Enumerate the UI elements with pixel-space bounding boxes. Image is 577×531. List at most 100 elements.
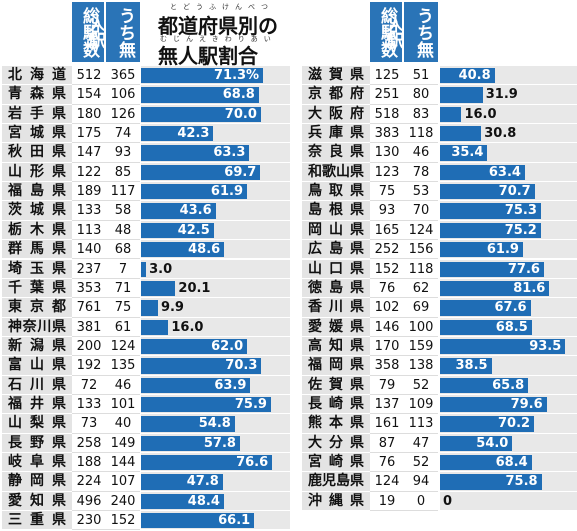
unmanned-cell: 118 [404, 124, 438, 144]
category-label: 奈良県 [302, 143, 370, 163]
unmanned-cell: 80 [404, 85, 438, 105]
value-label: 66.1 [218, 513, 251, 529]
category-label: 秋田県 [2, 143, 72, 163]
bar [440, 377, 529, 393]
bar [440, 416, 535, 432]
category-label: 山梨県 [2, 414, 72, 434]
value-label: 48.6 [188, 242, 221, 258]
unmanned-cell: 75 [106, 298, 140, 318]
category-label: 大分県 [302, 433, 370, 453]
bar [141, 300, 158, 316]
value-label: 68.4 [495, 455, 528, 470]
category-label: 山形県 [2, 162, 72, 183]
category-label: 神奈川県 [2, 317, 72, 337]
unmanned-cell: 124 [404, 221, 438, 241]
total-cell: 79 [370, 376, 404, 395]
category-label: 香川県 [302, 298, 370, 318]
bar [141, 261, 147, 277]
value-label: 63.4 [488, 164, 521, 180]
category-label: 福井県 [2, 394, 72, 415]
bar [141, 280, 176, 297]
bar [141, 242, 225, 258]
total-cell: 230 [72, 511, 106, 531]
value-label: 77.6 [507, 261, 540, 277]
total-cell: 130 [370, 143, 404, 163]
value-label: 9.9 [160, 300, 184, 316]
unmanned-cell: 156 [404, 240, 438, 260]
bar [141, 87, 259, 103]
value-label: 76.6 [236, 455, 269, 470]
value-label: 16.0 [171, 319, 204, 335]
bar [141, 358, 262, 374]
total-cell: 496 [72, 492, 106, 512]
bar [141, 396, 271, 413]
category-label: 山口県 [302, 259, 370, 279]
bar [440, 435, 513, 451]
unmanned-cell: 144 [106, 453, 140, 473]
bar [440, 184, 535, 200]
total-cell: 353 [72, 279, 106, 299]
total-cell: 237 [72, 260, 106, 279]
unmanned-cell: 159 [404, 337, 438, 357]
category-label: 静岡県 [2, 472, 72, 492]
unmanned-cell: 52 [404, 376, 438, 395]
bar [440, 242, 523, 258]
unmanned-cell: 47 [404, 434, 438, 453]
value-label: 70.7 [498, 184, 531, 200]
unmanned-cell: 152 [106, 511, 140, 531]
bar [440, 358, 492, 374]
total-cell: 152 [370, 260, 404, 279]
bar [141, 513, 255, 529]
unmanned-cell: 46 [404, 143, 438, 163]
total-cell: 122 [72, 163, 106, 183]
value-label: 31.9 [485, 87, 518, 103]
value-label: 61.9 [486, 242, 519, 258]
unmanned-cell: 74 [106, 124, 140, 144]
unmanned-cell: 7 [106, 260, 140, 279]
unmanned-header: うち無人駅 [85, 2, 140, 62]
category-label: 富山県 [2, 356, 72, 376]
category-label: 福島県 [2, 182, 72, 202]
value-label: 48.4 [187, 493, 220, 509]
category-label: 栃木県 [2, 220, 72, 241]
category-label: 福岡県 [302, 356, 370, 376]
unmanned-cell: 149 [106, 434, 140, 453]
total-cell: 192 [72, 356, 106, 376]
bar [141, 222, 214, 239]
unmanned-cell: 68 [106, 240, 140, 260]
category-label: 長崎県 [302, 394, 370, 415]
total-cell: 72 [72, 376, 106, 395]
unmanned-cell: 240 [106, 492, 140, 512]
category-label: 大阪府 [302, 104, 370, 125]
unmanned-cell: 46 [106, 376, 140, 395]
unmanned-cell: 40 [106, 414, 140, 434]
bar [141, 377, 251, 393]
category-label: 長野県 [2, 433, 72, 453]
value-label: 42.3 [177, 126, 210, 142]
bar [440, 319, 532, 335]
value-label: 93.5 [529, 338, 562, 354]
unmanned-cell: 58 [106, 201, 140, 221]
total-cell: 146 [370, 318, 404, 337]
value-label: 63.9 [214, 377, 247, 393]
value-label: 16.0 [464, 106, 497, 122]
total-cell: 75 [370, 182, 404, 202]
total-cell: 73 [72, 414, 106, 434]
total-cell: 175 [72, 124, 106, 144]
bar-track [440, 491, 577, 512]
value-label: 70.2 [497, 416, 531, 432]
total-cell: 137 [370, 395, 404, 415]
total-cell: 102 [370, 298, 404, 318]
total-cell: 381 [72, 318, 106, 337]
total-cell: 518 [370, 105, 404, 125]
value-label: 75.9 [234, 396, 267, 412]
bar [440, 280, 550, 297]
total-cell: 251 [370, 85, 404, 105]
unmanned-cell: 62 [404, 279, 438, 299]
title-line: 都道府県別の [158, 14, 278, 38]
bar [440, 261, 544, 277]
total-cell: 224 [72, 472, 106, 492]
unmanned-cell: 69 [404, 298, 438, 318]
unmanned-cell: 101 [106, 395, 140, 415]
